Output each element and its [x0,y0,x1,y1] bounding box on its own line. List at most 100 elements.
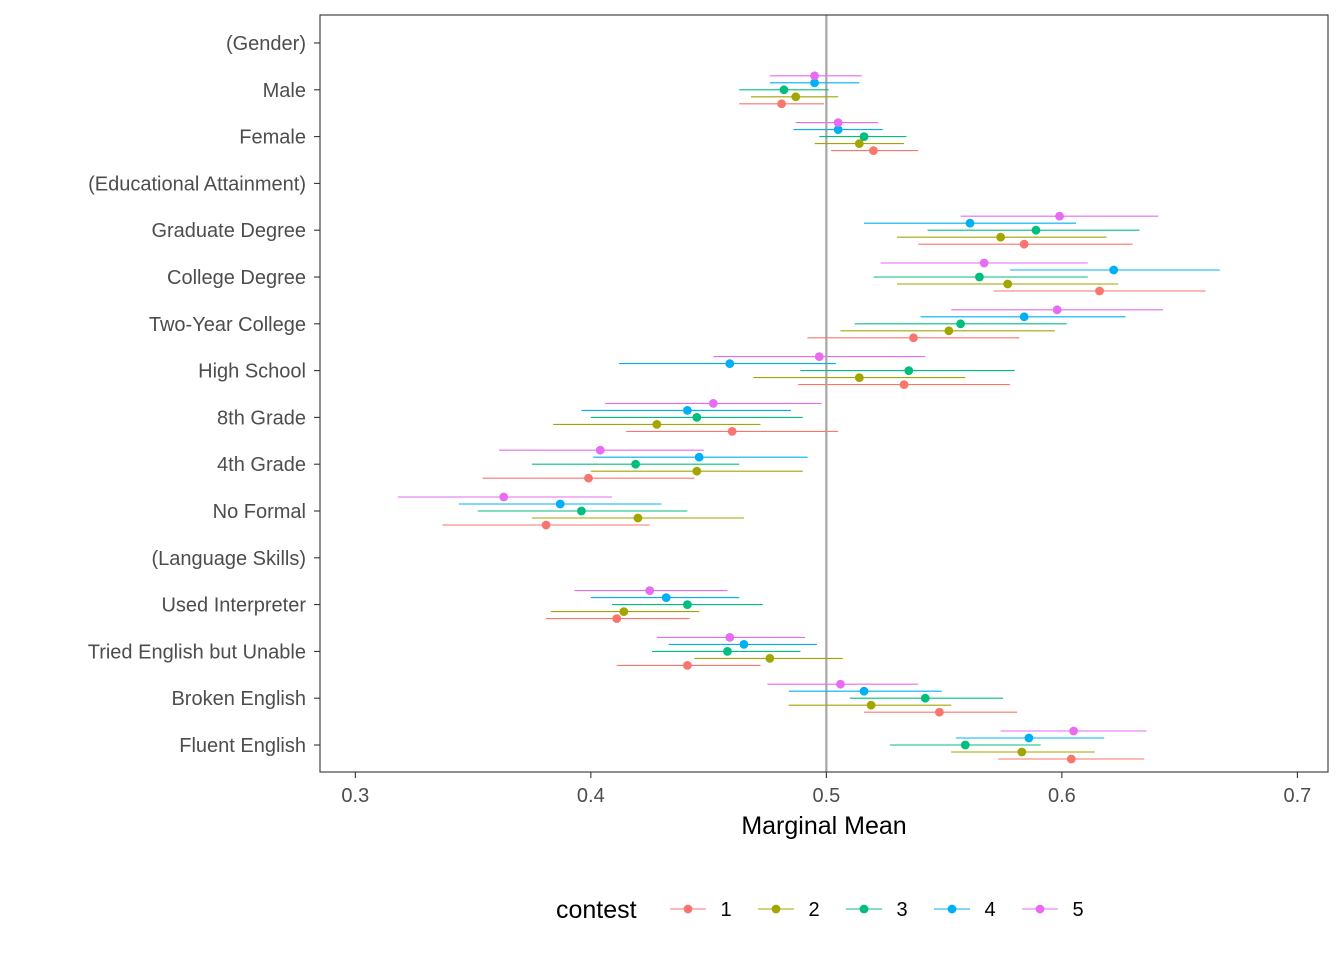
y-tick-label: Female [239,127,306,149]
estimate-point [899,380,909,389]
legend-key-point [947,904,957,914]
y-tick-label: High School [198,361,306,383]
estimate-point [810,71,819,81]
estimate-point [996,232,1006,242]
estimate-point [975,272,984,282]
estimate-point [1052,305,1062,315]
estimate-point [584,473,593,483]
y-tick-label: Two-Year College [149,314,306,336]
y-tick-label: (Language Skills) [151,548,306,570]
estimate-point [1017,747,1027,757]
y-tick-label: Graduate Degree [151,220,306,242]
estimate-point [619,607,629,616]
x-tick-label: 0.5 [812,785,840,807]
estimate-point [960,740,970,750]
y-tick-label: 8th Grade [217,407,306,429]
estimate-point [725,633,735,642]
legend-key-point [683,904,693,914]
estimate-point [810,78,819,88]
estimate-point [854,139,864,149]
estimate-point [836,679,845,689]
estimate-point [956,319,965,329]
estimate-point [779,85,789,95]
estimate-point [577,506,586,516]
estimate-point [909,333,918,343]
legend-key-point [771,904,781,914]
estimate-point [499,492,509,502]
estimate-point [694,452,704,462]
plot-panel-border [319,14,1329,773]
estimate-point [965,218,975,228]
estimate-point [1069,726,1079,736]
estimate-point [633,513,643,523]
legend-key-point [1035,904,1045,914]
estimate-point [692,466,702,476]
x-tick-label: 0.7 [1283,785,1311,807]
y-tick-label: Used Interpreter [161,595,306,617]
legend-label: 2 [808,899,819,921]
estimate-point [645,586,655,595]
estimate-point [555,499,565,509]
estimate-point [1019,312,1029,322]
estimate-point [1109,265,1119,275]
estimate-point [859,132,869,142]
estimate-point [1024,733,1034,743]
estimate-point [920,693,930,703]
legend-label: 1 [720,899,731,921]
estimate-point [833,125,843,134]
estimate-point [708,399,718,408]
estimate-point [652,420,662,429]
y-tick-label: (Educational Attainment) [88,173,306,195]
estimate-point [725,359,735,368]
y-tick-label: (Gender) [226,33,306,55]
legend: contest 1 2 3 4 5 [556,896,1084,924]
estimate-point [1031,225,1041,235]
estimate-point [723,647,732,656]
legend-label: 5 [1072,899,1083,921]
estimate-point [833,118,843,127]
estimate-point [1003,279,1013,289]
x-tick-label: 0.4 [577,785,605,807]
estimate-point [1055,211,1064,221]
estimate-point [683,406,692,415]
x-tick-label: 0.6 [1048,785,1076,807]
estimate-point [1095,286,1104,296]
estimate-point [683,600,692,609]
y-tick-label: College Degree [167,267,306,289]
y-tick-label: Broken English [171,688,306,710]
y-tick-label: Male [263,80,306,102]
estimate-point [935,707,944,717]
estimate-point [904,366,914,375]
estimate-point [814,352,824,361]
estimate-point [791,92,801,102]
estimate-point [541,520,551,530]
estimate-point [692,413,702,422]
y-tick-label: 4th Grade [217,454,306,476]
estimate-point [869,146,878,156]
y-tick-label: No Formal [213,501,306,523]
estimate-point [765,654,775,663]
estimate-point [631,459,640,469]
estimate-point [739,640,749,649]
estimate-point [979,258,989,268]
legend-label: 4 [984,899,995,921]
estimate-point [859,686,869,696]
estimate-point [595,445,605,455]
estimate-point [661,593,671,602]
estimate-point [612,614,622,623]
legend-label: 3 [896,899,907,921]
estimate-point [777,99,787,109]
estimate-point [866,700,876,710]
y-tick-label: Tried English but Unable [88,641,306,663]
legend-key-point [859,904,869,914]
x-axis-title: Marginal Mean [741,812,906,840]
estimate-point [1066,754,1076,764]
x-tick-label: 0.3 [341,785,369,807]
estimate-point [683,661,692,670]
estimate-point [1019,239,1029,249]
estimate-point [727,427,737,436]
estimate-point [854,373,864,382]
estimate-point [944,326,954,336]
